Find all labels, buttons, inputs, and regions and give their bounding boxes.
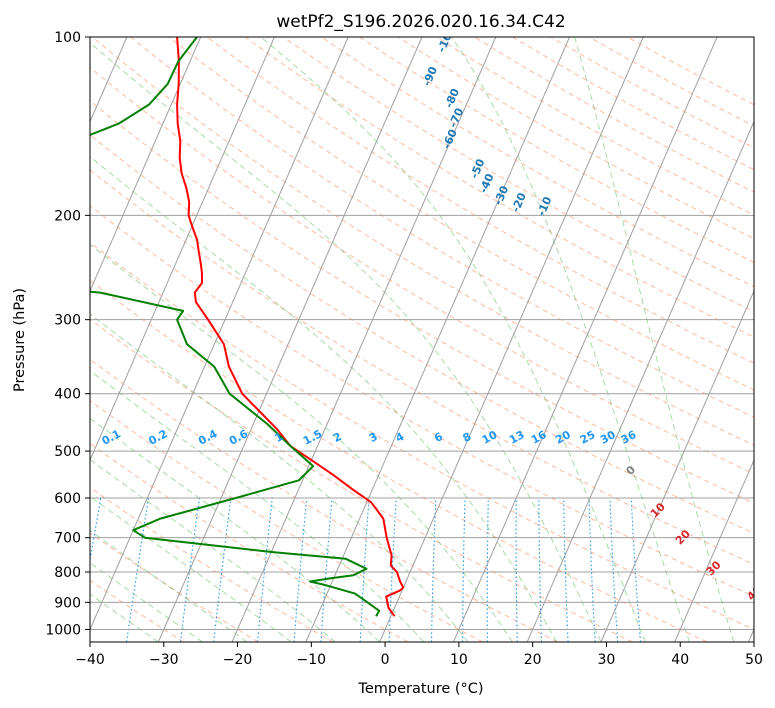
dry-adiabat-line xyxy=(283,37,754,313)
mixing-ratio-label: 25 xyxy=(578,428,598,447)
y-tick-label: 1000 xyxy=(45,622,81,638)
dry-adiabat-line xyxy=(91,37,754,446)
plot-background xyxy=(90,37,754,642)
x-tick-label: 30 xyxy=(598,652,616,668)
x-tick-label: 10 xyxy=(450,652,468,668)
moist-adiabat-line xyxy=(90,417,380,642)
moist-adiabat-line xyxy=(90,593,159,642)
y-tick-label: 100 xyxy=(54,30,81,46)
moist-adiabat-line xyxy=(90,42,602,642)
isotherm-line xyxy=(379,37,644,642)
dry-adiabat-line xyxy=(168,37,754,391)
moist-adiabat-line xyxy=(574,37,735,642)
moist-adiabat-line xyxy=(90,313,469,642)
dry-adiabat-line xyxy=(90,241,754,630)
dry-adiabat-line xyxy=(206,37,754,364)
moist-adiabat-line xyxy=(90,458,336,642)
y-tick-label: 400 xyxy=(54,387,81,403)
dry-adiabat-line xyxy=(90,486,334,642)
mixing-ratio-label: 20 xyxy=(553,428,573,447)
y-tick-label: 500 xyxy=(54,444,81,460)
y-tick-label: 300 xyxy=(54,313,81,329)
x-tick-label: −30 xyxy=(149,652,179,668)
dry-adiabat-line xyxy=(90,66,754,475)
isotherm-line xyxy=(90,37,349,631)
x-tick-label: 0 xyxy=(381,652,390,668)
y-tick-label: 900 xyxy=(54,595,81,611)
plot-frame xyxy=(89,36,755,643)
x-tick-label: −10 xyxy=(297,652,327,668)
mixing-ratio-label: 30 xyxy=(598,428,618,447)
dry-adiabat-line xyxy=(90,318,633,642)
isotherm-line xyxy=(674,458,754,642)
isotherm-line xyxy=(231,37,497,642)
isotherm-line xyxy=(600,289,754,642)
dry-adiabat-line xyxy=(90,400,483,642)
dry-adiabat-line xyxy=(90,134,754,535)
x-tick-label: −40 xyxy=(75,652,105,668)
temperature-profile-line xyxy=(176,37,405,617)
moist-adiabat-line xyxy=(90,243,513,642)
y-axis-title: Pressure (hPa) xyxy=(12,288,28,392)
moist-adiabat-label: 40 xyxy=(745,583,765,603)
moist-adiabat-line xyxy=(451,37,690,642)
moist-adiabat-line xyxy=(90,529,248,642)
moist-adiabat-line xyxy=(260,37,646,642)
mixing-ratio-label: 10 xyxy=(480,428,500,447)
x-tick-label: 20 xyxy=(524,652,542,668)
dry-adiabat-line xyxy=(90,169,754,566)
moist-adiabat-line xyxy=(90,155,558,642)
isotherm-line xyxy=(526,120,754,642)
dry-adiabat-line xyxy=(90,204,754,598)
mixing-ratio-label: 16 xyxy=(529,428,549,447)
x-tick-label: −20 xyxy=(223,652,253,668)
y-tick-label: 200 xyxy=(54,208,81,224)
isotherm-line xyxy=(90,37,275,462)
y-tick-label: 600 xyxy=(54,491,81,507)
isotherm-line xyxy=(90,37,202,293)
isotherm-line xyxy=(157,37,423,642)
x-tick-label: 50 xyxy=(745,652,763,668)
moist-adiabat-line xyxy=(90,562,203,642)
dry-adiabat-line xyxy=(90,279,708,642)
mixing-ratio-label: 13 xyxy=(507,428,527,447)
x-tick-label: 40 xyxy=(671,652,689,668)
mixing-ratio-label: 36 xyxy=(619,428,639,447)
dry-adiabat-line xyxy=(130,37,754,418)
isotherm-line xyxy=(452,37,718,642)
x-axis-title: Temperature (°C) xyxy=(357,681,483,697)
dewpoint-profile-line xyxy=(90,37,381,617)
chart-title: wetPf2_S196.2026.020.16.34.C42 xyxy=(276,12,565,32)
y-tick-label: 700 xyxy=(54,531,81,547)
y-tick-label: 800 xyxy=(54,565,81,581)
isotherm-line xyxy=(305,37,571,642)
